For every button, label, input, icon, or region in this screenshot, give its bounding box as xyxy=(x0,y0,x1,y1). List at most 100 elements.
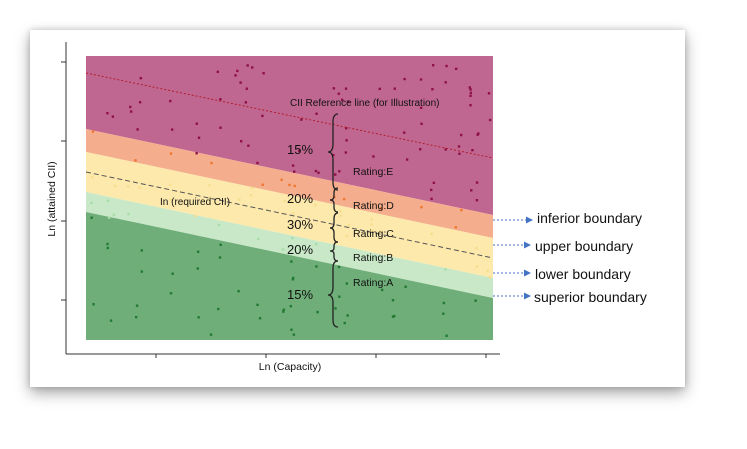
data-point xyxy=(371,229,374,233)
data-point xyxy=(292,333,296,336)
data-point xyxy=(420,122,423,125)
data-point xyxy=(219,126,222,129)
required-line xyxy=(86,171,493,259)
data-point xyxy=(257,237,260,241)
data-point xyxy=(444,268,447,271)
data-point xyxy=(218,256,222,259)
label-upper-boundary: upper boundary xyxy=(535,238,633,254)
data-point xyxy=(300,118,303,121)
data-point xyxy=(337,92,341,95)
data-point xyxy=(316,310,319,314)
data-point xyxy=(469,91,473,95)
data-point xyxy=(106,199,110,203)
data-point xyxy=(475,246,478,250)
data-point xyxy=(391,315,395,318)
data-point xyxy=(334,173,337,176)
data-point xyxy=(291,236,294,240)
data-point xyxy=(196,250,200,253)
data-point xyxy=(195,152,198,155)
data-point xyxy=(237,289,240,293)
data-point xyxy=(135,304,139,307)
band-rating-b xyxy=(86,192,493,298)
data-point xyxy=(475,265,479,268)
data-point xyxy=(90,216,93,219)
data-point xyxy=(457,145,461,148)
data-point xyxy=(245,87,249,90)
data-point xyxy=(112,213,116,217)
data-point xyxy=(445,334,448,337)
data-point xyxy=(347,224,351,227)
data-point xyxy=(290,199,294,202)
percent-label-c: 30% xyxy=(287,217,313,232)
data-point xyxy=(194,214,197,218)
data-point xyxy=(219,243,222,247)
data-point xyxy=(431,88,434,91)
percent-label-e: 15% xyxy=(287,142,313,157)
data-point xyxy=(251,66,254,69)
data-point xyxy=(134,159,137,162)
brace-b xyxy=(329,241,339,262)
data-point xyxy=(475,181,479,184)
data-point xyxy=(113,184,117,188)
required-line-label: In (required CII) xyxy=(160,197,230,208)
data-point xyxy=(106,246,110,250)
data-point xyxy=(391,298,395,302)
data-point xyxy=(282,308,286,311)
data-point xyxy=(292,276,295,280)
data-point xyxy=(170,128,174,131)
data-point xyxy=(138,100,142,104)
data-point xyxy=(334,307,337,310)
rating-label-c: Rating:C xyxy=(353,228,394,240)
data-point xyxy=(468,86,471,89)
data-point xyxy=(217,223,221,227)
data-point xyxy=(393,87,396,90)
data-point xyxy=(314,242,318,246)
data-point xyxy=(291,212,295,215)
data-point xyxy=(346,100,350,103)
data-point xyxy=(256,303,259,307)
data-point xyxy=(169,292,173,295)
label-superior-boundary: superior boundary xyxy=(534,289,647,305)
data-point xyxy=(370,218,373,221)
data-point xyxy=(239,140,243,143)
data-point xyxy=(339,214,343,217)
data-point xyxy=(126,185,130,188)
data-point xyxy=(393,314,396,318)
data-point xyxy=(195,122,198,125)
data-point xyxy=(371,256,374,259)
data-point xyxy=(169,198,173,202)
data-point xyxy=(315,112,318,115)
rating-label-d: Rating:D xyxy=(353,200,394,212)
data-point xyxy=(340,98,344,102)
data-point xyxy=(332,87,336,90)
data-point xyxy=(430,232,433,235)
data-point xyxy=(280,178,283,182)
data-point xyxy=(431,64,435,67)
data-point xyxy=(454,226,457,229)
data-point xyxy=(293,184,296,188)
x-axis-label: Ln (Capacity) xyxy=(259,361,321,373)
data-point xyxy=(337,265,341,269)
percent-label-d: 20% xyxy=(287,191,313,206)
data-point xyxy=(338,170,341,173)
data-point xyxy=(345,234,348,238)
data-point xyxy=(298,248,302,251)
data-point xyxy=(92,303,95,306)
data-point xyxy=(474,299,477,302)
data-point xyxy=(293,170,296,173)
data-point xyxy=(140,270,144,273)
data-point xyxy=(219,98,222,101)
data-point xyxy=(380,288,384,292)
data-point xyxy=(91,130,95,133)
data-point xyxy=(258,317,262,320)
data-point xyxy=(445,64,448,68)
data-point xyxy=(487,92,491,95)
data-point xyxy=(444,81,447,84)
data-point xyxy=(343,321,346,325)
brace-e xyxy=(327,113,339,191)
data-point xyxy=(314,203,317,207)
data-point xyxy=(404,285,407,288)
data-point xyxy=(106,111,109,115)
data-point xyxy=(420,205,423,209)
x-ticks xyxy=(155,354,487,358)
